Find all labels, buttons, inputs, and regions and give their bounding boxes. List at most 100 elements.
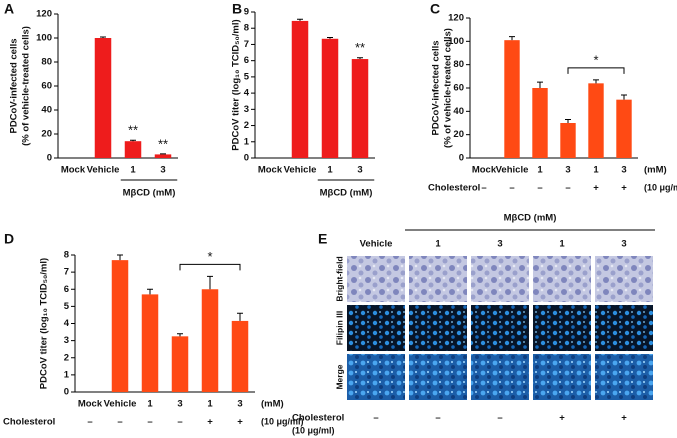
- treatment-value: +: [559, 413, 565, 424]
- y-tick-label: 100: [448, 36, 464, 47]
- x-tick-label: Vehicle: [496, 165, 529, 176]
- y-tick-label: 60: [41, 81, 52, 92]
- bar: [616, 99, 632, 158]
- micrograph: [347, 256, 405, 302]
- y-tick-label: 0: [64, 387, 69, 398]
- y-tick-label: 4: [244, 88, 250, 99]
- y-axis-label: (% of vehicle-treated cells): [443, 28, 454, 148]
- x-tick-label: 1: [327, 165, 333, 176]
- bar: [124, 141, 142, 158]
- x-tick-label: Mock: [472, 165, 497, 176]
- treatment-value: –: [373, 413, 378, 424]
- micrograph: [409, 256, 467, 302]
- treatment-value: +: [593, 183, 599, 194]
- y-tick-label: 20: [453, 129, 464, 140]
- error-bar: [327, 36, 333, 39]
- bar: [588, 83, 604, 158]
- treatment-unit: (10 μg/ml): [644, 182, 677, 192]
- bar: [171, 336, 189, 392]
- y-tick-label: 5: [244, 71, 250, 82]
- y-tick-label: 40: [41, 105, 52, 116]
- bar: [141, 294, 159, 392]
- error-bar: [147, 288, 153, 295]
- error-bar: [130, 139, 136, 142]
- micrograph: [471, 256, 529, 302]
- y-tick-label: 9: [244, 7, 249, 18]
- y-axis-label: PDCoV-infected cells: [9, 38, 20, 133]
- significance: *: [593, 52, 598, 67]
- y-axis-label: PDCoV-infected cells: [431, 40, 442, 135]
- treatment-value: –: [87, 417, 92, 428]
- y-tick-label: 40: [453, 106, 464, 117]
- x-tick-label: 3: [565, 165, 570, 176]
- column-label: 3: [497, 239, 502, 250]
- x-tick-label: Mock: [78, 399, 103, 410]
- treatment-unit: (10 μg/ml): [261, 416, 304, 426]
- y-tick-label: 120: [36, 9, 52, 20]
- error-bar: [117, 254, 123, 261]
- micrograph: [347, 354, 405, 400]
- significance: **: [128, 123, 138, 138]
- y-tick-label: 80: [41, 57, 52, 68]
- micrograph: [595, 354, 653, 400]
- treatment-value: –: [497, 413, 502, 424]
- significance: *: [207, 249, 212, 264]
- x-tick-label: 1: [537, 165, 543, 176]
- significance: **: [355, 40, 365, 55]
- treatment-value: –: [537, 183, 542, 194]
- significance: **: [158, 136, 168, 151]
- treatment-value: –: [117, 417, 122, 428]
- error-bar: [509, 36, 515, 41]
- micrograph: [409, 354, 467, 400]
- bar: [291, 20, 309, 158]
- y-tick-label: 7: [64, 267, 69, 278]
- error-bar: [207, 275, 213, 290]
- treatment-value: –: [481, 183, 486, 194]
- treatment-value: –: [509, 183, 514, 194]
- x-tick-label: 1: [130, 165, 136, 176]
- treatment-value: –: [435, 413, 440, 424]
- group-label: MβCD (mM): [320, 188, 373, 199]
- group-label: MβCD (mM): [504, 213, 557, 224]
- unit-label: (mM): [261, 399, 284, 410]
- treatment-value: +: [621, 413, 627, 424]
- treatment-value: –: [147, 417, 152, 428]
- y-tick-label: 0: [459, 153, 464, 164]
- bar: [111, 260, 129, 392]
- y-tick-label: 2: [244, 120, 249, 131]
- treatment-label: Cholesterol: [3, 417, 55, 428]
- panel-label: B: [232, 1, 242, 17]
- bar: [321, 38, 339, 159]
- y-tick-label: 60: [453, 83, 464, 94]
- x-tick-label: 3: [237, 399, 242, 410]
- treatment-value: +: [237, 417, 243, 428]
- y-tick-label: 8: [64, 250, 69, 261]
- x-tick-label: 1: [207, 399, 213, 410]
- x-tick-label: 1: [147, 399, 153, 410]
- x-tick-label: 3: [621, 165, 626, 176]
- treatment-value: –: [177, 417, 182, 428]
- y-axis-label: PDCoV titer (log₁₀ TCID₅₀/ml): [39, 258, 50, 389]
- panel-label: A: [4, 1, 14, 17]
- y-tick-label: 0: [47, 153, 52, 164]
- y-tick-label: 0: [244, 153, 249, 164]
- bracket: [567, 67, 625, 74]
- row-label: Bright-field: [334, 256, 344, 301]
- treatment-value: +: [621, 183, 627, 194]
- y-tick-label: 6: [64, 284, 69, 295]
- x-tick-label: Vehicle: [87, 165, 120, 176]
- bracket: [179, 263, 241, 271]
- y-tick-label: 6: [244, 55, 249, 66]
- column-label: Vehicle: [360, 239, 393, 250]
- error-bar: [621, 94, 627, 100]
- bar: [351, 59, 369, 158]
- treatment-label: Cholesterol: [428, 183, 480, 194]
- row-label: Filipin III: [334, 311, 344, 345]
- bar: [560, 123, 576, 158]
- panel-label: C: [430, 1, 440, 17]
- error-bar: [237, 312, 243, 321]
- column-label: 3: [621, 239, 626, 250]
- bar: [201, 289, 219, 392]
- error-bar: [297, 18, 303, 21]
